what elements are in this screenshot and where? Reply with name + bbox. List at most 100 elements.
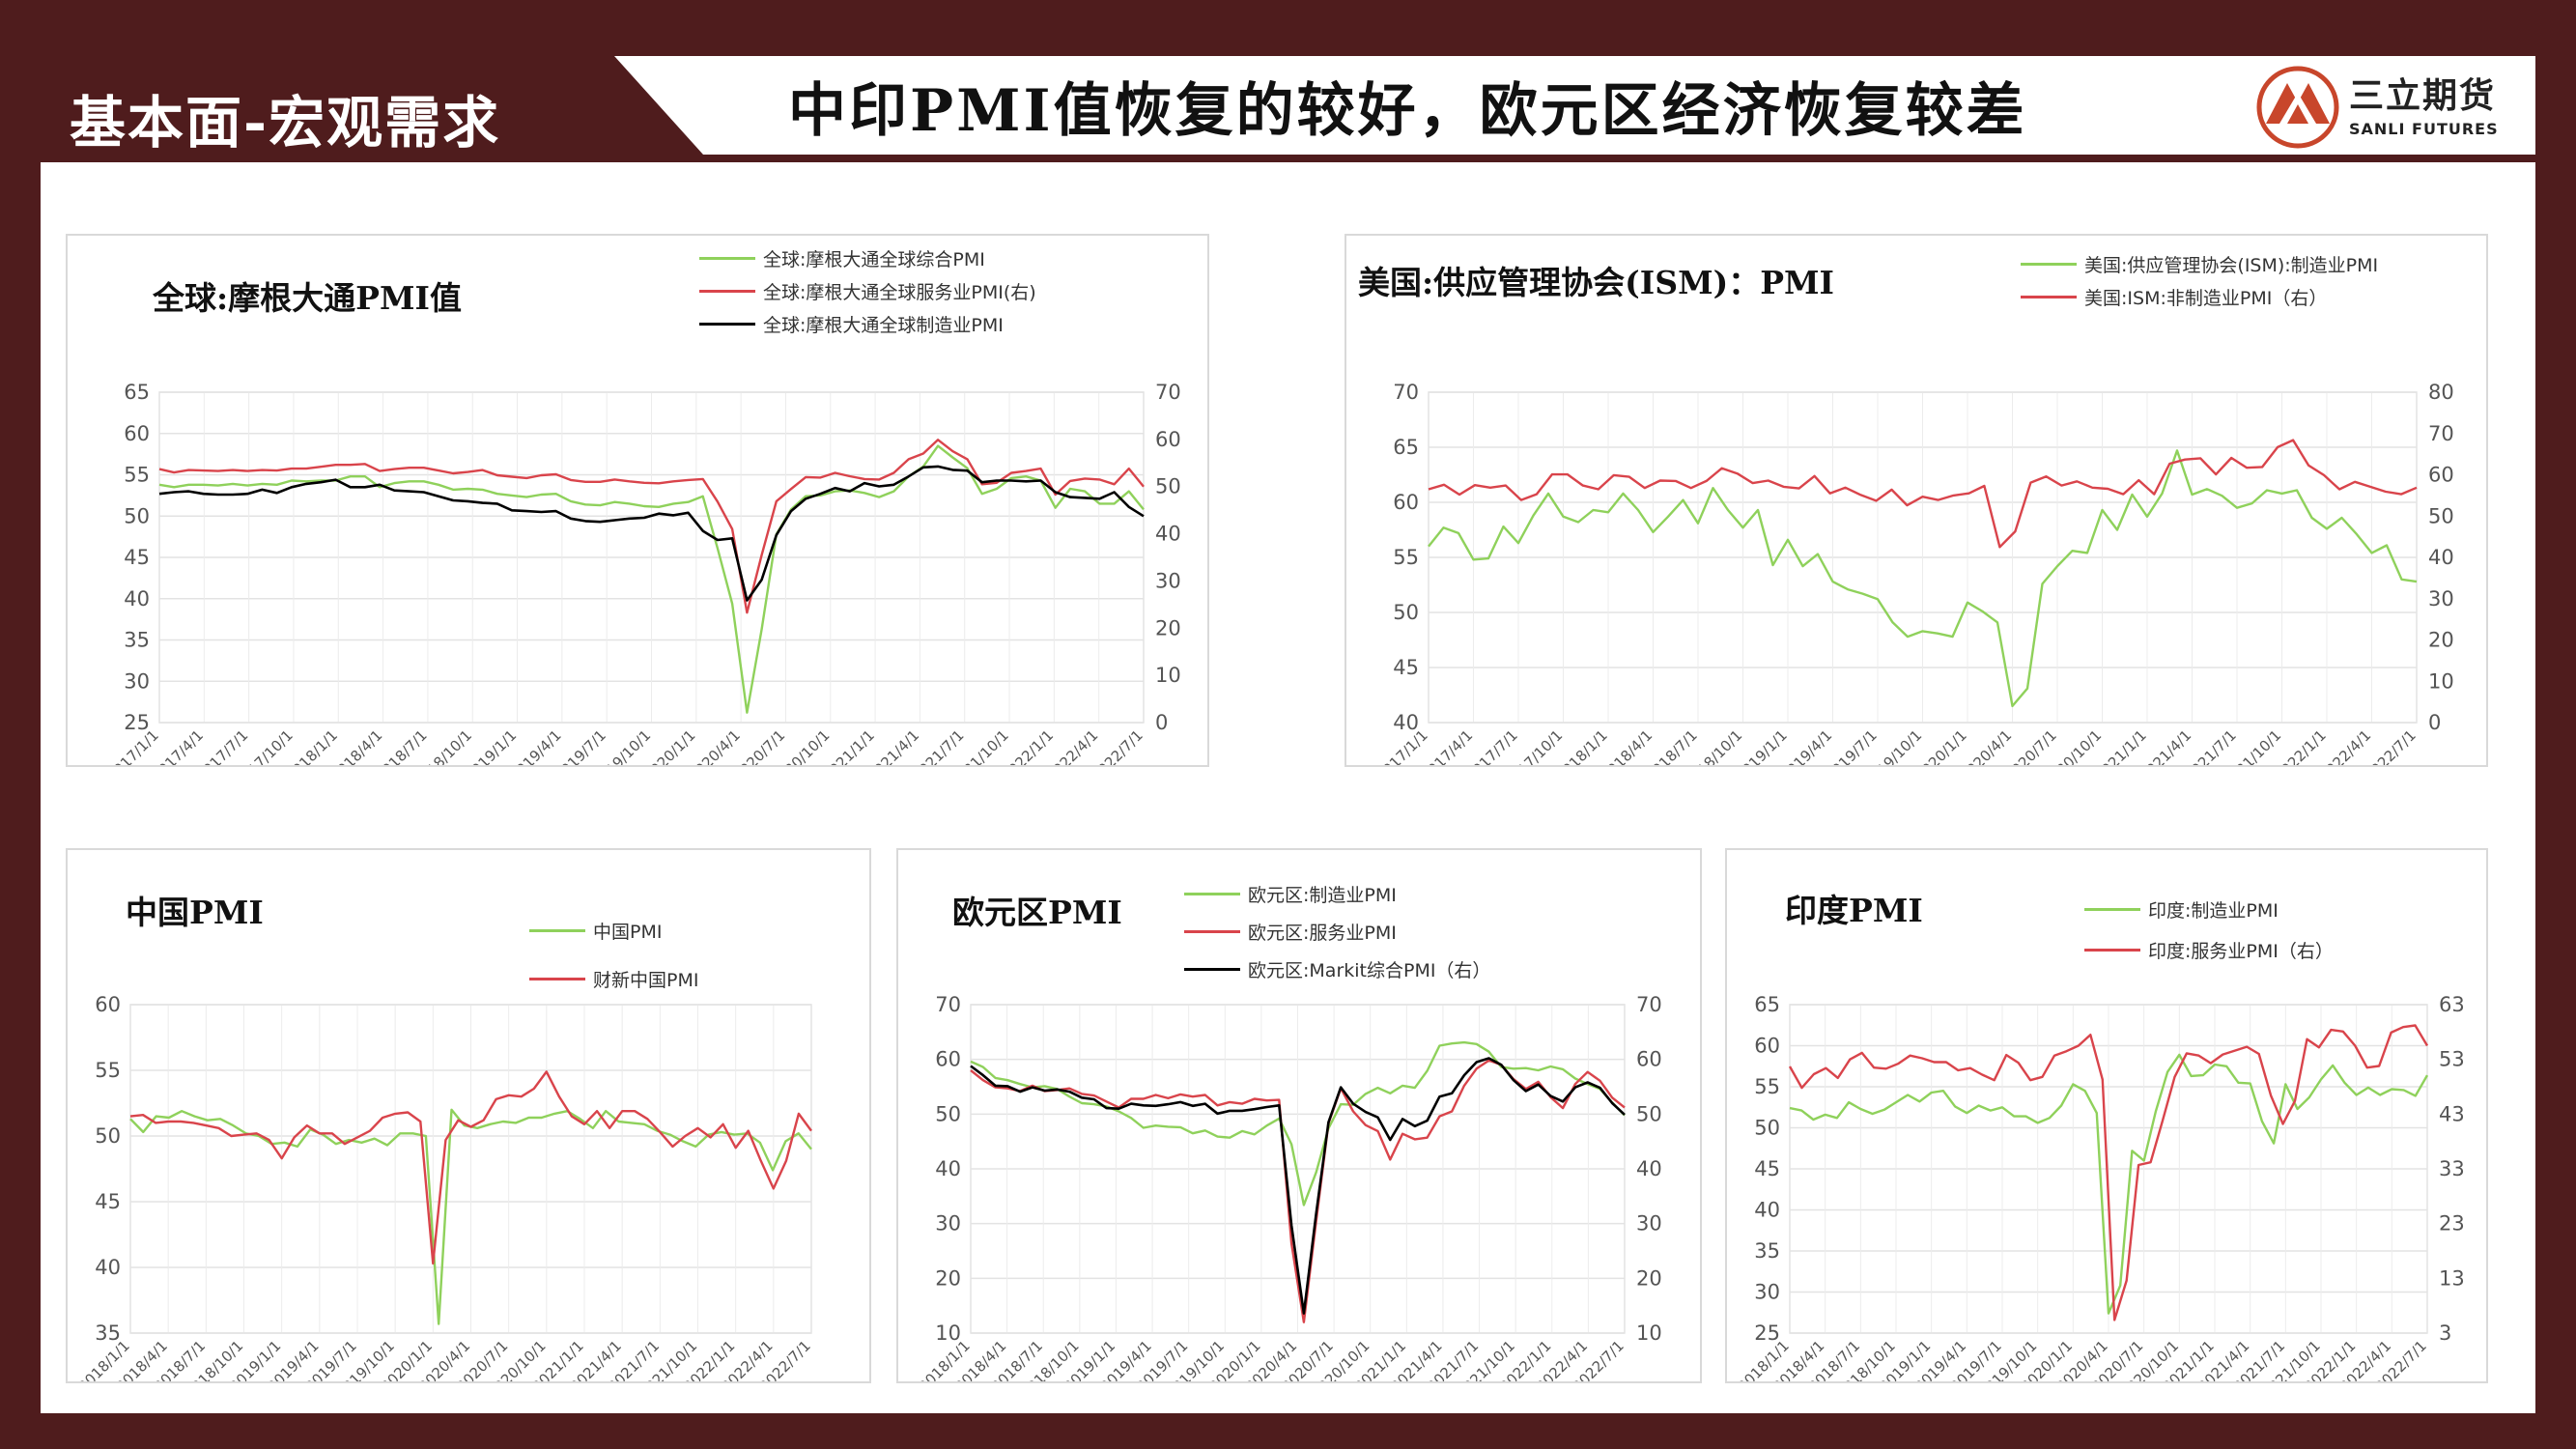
x-tick-label: 2022/1/1 <box>999 726 1057 765</box>
y-tick-label: 30 <box>935 1212 961 1236</box>
legend-label: 欧元区:Markit综合PMI（右） <box>1248 960 1491 981</box>
legend-label: 全球:摩根大通全球制造业PMI <box>763 314 1004 336</box>
y-tick-label: 70 <box>1393 381 1419 404</box>
x-tick-label: 2019/1/1 <box>462 726 520 765</box>
y-tick-label: 60 <box>1393 491 1419 514</box>
y2-tick-label: 50 <box>1636 1102 1662 1125</box>
x-tick-label: 2018/4/1 <box>327 726 385 765</box>
chart-title: 全球:摩根大通PMI值 <box>153 279 462 317</box>
x-tick-label: 2022/4/1 <box>1043 726 1101 765</box>
y-tick-label: 60 <box>95 993 121 1016</box>
legend-item: 中国PMI <box>529 906 698 954</box>
legend-item: 印度:服务业PMI（右） <box>2084 929 2334 970</box>
y-tick-label: 30 <box>124 669 150 693</box>
y2-tick-label: 50 <box>1155 475 1181 498</box>
chart-title: 印度PMI <box>1785 892 1923 929</box>
chart-svg: 10203040506070102030405060702018/1/12018… <box>915 993 1662 1381</box>
chart-title: 欧元区PMI <box>952 894 1122 931</box>
y-tick-label: 40 <box>1393 711 1419 734</box>
x-tick-label: 2019/1/1 <box>1732 726 1790 765</box>
legend-label: 欧元区:服务业PMI <box>1248 923 1397 944</box>
series-line <box>1788 1024 2429 1321</box>
y-tick-label: 40 <box>95 1256 121 1279</box>
x-tick-label: 2018/7/1 <box>372 726 430 765</box>
chart-svg: 40455055606570010203040506070802017/1/12… <box>1373 381 2454 765</box>
chart-panel-euro: 欧元区PMI 欧元区:制造业PMI 欧元区:服务业PMI 欧元区:Markit综… <box>896 848 1702 1383</box>
logo-subtext: SANLI FUTURES <box>2349 120 2499 138</box>
legend-swatch <box>699 322 755 326</box>
x-tick-label: 2019/7/1 <box>552 726 609 765</box>
legend-item: 美国:供应管理协会(ISM):制造业PMI <box>2021 247 2378 280</box>
y-tick-label: 45 <box>1754 1157 1780 1180</box>
legend-label: 财新中国PMI <box>593 969 699 991</box>
y-tick-label: 55 <box>1393 546 1419 569</box>
y-tick-label: 60 <box>124 422 150 445</box>
y-tick-label: 25 <box>124 711 150 734</box>
y2-tick-label: 70 <box>1636 993 1662 1016</box>
x-tick-label: 2018/4/1 <box>1598 726 1656 765</box>
legend-item: 美国:ISM:非制造业PMI（右） <box>2021 280 2378 313</box>
x-tick-label: 2019/4/1 <box>1777 726 1835 765</box>
legend-label: 全球:摩根大通全球服务业PMI(右) <box>763 281 1036 303</box>
legend-item: 财新中国PMI <box>529 954 698 1003</box>
y2-tick-label: 70 <box>2428 422 2454 445</box>
chart-panel-china: 中国PMI 中国PMI 财新中国PMI 35 40 45 50 55 60 2018/1/1… <box>66 848 871 1383</box>
y2-tick-label: 40 <box>1636 1157 1662 1180</box>
y2-tick-label: 60 <box>2428 464 2454 487</box>
legend-swatch <box>1184 893 1240 895</box>
legend-swatch <box>2021 262 2077 266</box>
y2-tick-label: 60 <box>1636 1048 1662 1071</box>
slide: 基本面-宏观需求 中印PMI值恢复的较好，欧元区经济恢复较差 三立期货 SANL… <box>41 56 2535 1413</box>
y2-tick-label: 80 <box>2428 381 2454 404</box>
chart-svg: 2530354045505560650102030405060702017/1/… <box>103 381 1181 765</box>
y2-tick-label: 63 <box>2439 993 2465 1016</box>
y-tick-label: 40 <box>1754 1199 1780 1222</box>
y-tick-label: 50 <box>1754 1117 1780 1140</box>
x-tick-label: 2022/7/1 <box>1088 726 1146 765</box>
x-tick-label: 2018/1/1 <box>1552 726 1610 765</box>
series-line <box>1428 449 2418 708</box>
plot-frame <box>1789 1004 2428 1334</box>
legend-label: 欧元区:制造业PMI <box>1248 885 1397 906</box>
y2-tick-label: 50 <box>2428 504 2454 527</box>
legend-label: 印度:制造业PMI <box>2148 899 2279 922</box>
plot-frame <box>158 391 1145 724</box>
legend-label: 美国:供应管理协会(ISM):制造业PMI <box>2084 254 2379 276</box>
y-tick-label: 45 <box>124 546 150 569</box>
legend-swatch <box>1184 930 1240 933</box>
legend-label: 全球:摩根大通全球综合PMI <box>763 248 985 270</box>
plot-frame <box>1428 391 2418 724</box>
x-tick-label: 2018/7/1 <box>1642 726 1700 765</box>
legend-item: 全球:摩根大通全球综合PMI <box>699 242 1036 274</box>
plot-frame <box>970 1004 1626 1334</box>
y2-tick-label: 10 <box>1155 664 1181 687</box>
series-line <box>1789 1053 2429 1315</box>
chart-svg: 3540455055602018/1/12018/4/12018/7/12018… <box>74 993 813 1381</box>
y2-tick-label: 20 <box>1155 616 1181 639</box>
chart-svg: 25303540455055606531323334353632018/1/12… <box>1734 993 2465 1381</box>
x-tick-label: 2017/7/1 <box>193 726 251 765</box>
legend-item: 全球:摩根大通全球制造业PMI <box>699 307 1036 340</box>
chart-legend: 印度:制造业PMI 印度:服务业PMI（右） <box>2084 889 2334 970</box>
chart-panel-india: 印度PMI 印度:制造业PMI 印度:服务业PMI（右） 25 30 35 40 45 5… <box>1725 848 2488 1383</box>
x-tick-label: 2020/4/1 <box>686 726 744 765</box>
y-tick-label: 30 <box>1754 1281 1780 1304</box>
chart-panel-usa: 美国:供应管理协会(ISM)：PMI 美国:供应管理协会(ISM):制造业PMI… <box>1345 234 2488 767</box>
y-tick-label: 45 <box>1393 656 1419 679</box>
x-tick-label: 2021/7/1 <box>909 726 967 765</box>
y-tick-label: 50 <box>124 504 150 527</box>
legend-item: 欧元区:服务业PMI <box>1184 913 1490 951</box>
legend-label: 印度:服务业PMI（右） <box>2148 940 2334 962</box>
y2-tick-label: 20 <box>1636 1266 1662 1290</box>
legend-swatch <box>529 928 585 932</box>
y-tick-label: 35 <box>124 629 150 652</box>
x-tick-label: 2019/7/1 <box>1822 726 1880 765</box>
plot-frame <box>129 1004 812 1334</box>
y-tick-label: 50 <box>1393 601 1419 624</box>
y2-tick-label: 13 <box>2439 1266 2465 1290</box>
y-tick-label: 65 <box>124 381 150 404</box>
legend-swatch <box>699 256 755 260</box>
legend-label: 中国PMI <box>593 921 663 943</box>
y-tick-label: 70 <box>935 993 961 1016</box>
x-tick-label: 2017/7/1 <box>1462 726 1520 765</box>
